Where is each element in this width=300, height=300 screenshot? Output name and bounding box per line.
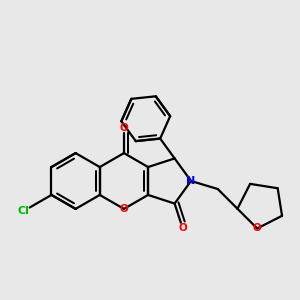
Text: O: O [178,223,187,233]
Text: O: O [253,224,262,233]
Text: O: O [120,204,128,214]
Text: Cl: Cl [18,206,30,216]
Text: O: O [120,123,128,133]
Text: N: N [186,176,196,186]
